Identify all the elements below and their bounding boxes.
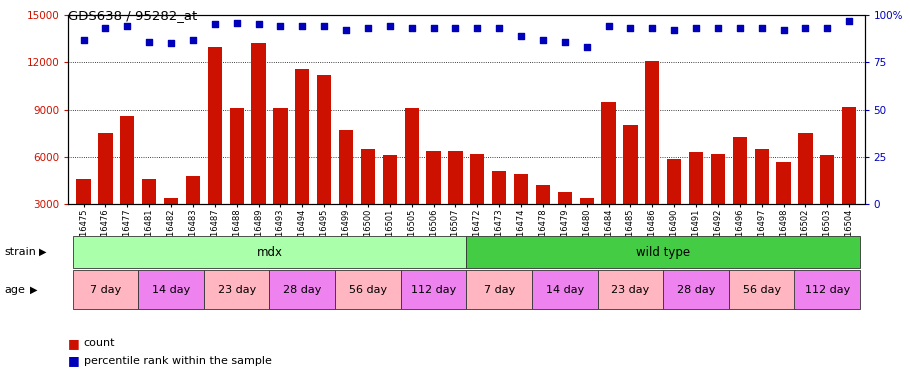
Bar — [820, 156, 834, 252]
Text: ▶: ▶ — [30, 285, 37, 295]
Bar — [711, 154, 725, 252]
Point — [645, 25, 660, 31]
Text: 28 day: 28 day — [283, 285, 321, 295]
Bar — [229, 108, 244, 252]
Point — [382, 23, 397, 29]
Bar — [361, 149, 375, 252]
Bar — [689, 152, 703, 252]
Text: 112 day: 112 day — [411, 285, 456, 295]
Bar — [798, 134, 813, 252]
Text: GDS638 / 95282_at: GDS638 / 95282_at — [68, 9, 197, 22]
Point — [733, 25, 747, 31]
Bar — [776, 162, 791, 252]
Point — [229, 20, 244, 26]
Text: count: count — [84, 338, 116, 348]
Point — [558, 39, 572, 45]
Point — [820, 25, 834, 31]
Bar — [449, 151, 462, 252]
Point — [514, 33, 529, 39]
Point — [536, 37, 551, 43]
Bar — [645, 61, 660, 252]
Point — [360, 25, 375, 31]
Point — [404, 25, 419, 31]
Bar — [142, 179, 157, 252]
Point — [98, 25, 113, 31]
Point — [623, 25, 638, 31]
Bar — [164, 198, 178, 252]
Bar — [667, 159, 682, 252]
Point — [142, 39, 157, 45]
Point — [580, 44, 594, 50]
Point — [295, 23, 309, 29]
Point — [754, 25, 769, 31]
Bar — [427, 151, 440, 252]
Bar — [536, 186, 550, 252]
Point — [448, 25, 462, 31]
Point — [689, 25, 703, 31]
Point — [186, 37, 200, 43]
Point — [426, 25, 440, 31]
Bar — [295, 69, 309, 252]
Bar — [273, 108, 288, 252]
Text: 28 day: 28 day — [677, 285, 715, 295]
Point — [317, 23, 331, 29]
Bar — [120, 116, 135, 252]
Bar — [186, 176, 200, 252]
Bar — [623, 126, 638, 252]
Bar — [76, 179, 91, 252]
Text: 112 day: 112 day — [804, 285, 850, 295]
Text: percentile rank within the sample: percentile rank within the sample — [84, 356, 271, 366]
Bar — [405, 108, 419, 252]
Bar — [514, 174, 528, 252]
Text: 14 day: 14 day — [152, 285, 190, 295]
Bar — [98, 134, 113, 252]
Point — [492, 25, 507, 31]
Point — [776, 27, 791, 33]
Text: ▶: ▶ — [39, 247, 46, 257]
Text: ■: ■ — [68, 354, 80, 367]
Point — [711, 25, 725, 31]
Bar — [842, 106, 856, 252]
Bar — [580, 198, 594, 252]
Bar — [733, 136, 747, 252]
Point — [470, 25, 485, 31]
Point — [339, 27, 353, 33]
Bar — [470, 154, 484, 252]
Bar — [558, 192, 571, 252]
Point — [602, 23, 616, 29]
Text: 56 day: 56 day — [349, 285, 387, 295]
Point — [251, 21, 266, 27]
Text: 23 day: 23 day — [612, 285, 650, 295]
Text: age: age — [5, 285, 25, 295]
Text: 23 day: 23 day — [217, 285, 256, 295]
Text: 14 day: 14 day — [546, 285, 584, 295]
Text: ■: ■ — [68, 337, 80, 350]
Point — [207, 21, 222, 27]
Text: strain: strain — [5, 247, 36, 257]
Text: mdx: mdx — [257, 246, 282, 259]
Bar — [317, 75, 331, 252]
Point — [667, 27, 682, 33]
Point — [164, 40, 178, 46]
Point — [120, 23, 135, 29]
Bar — [251, 44, 266, 252]
Point — [76, 37, 91, 43]
Text: 56 day: 56 day — [743, 285, 781, 295]
Bar — [339, 130, 353, 252]
Text: 7 day: 7 day — [483, 285, 515, 295]
Text: 7 day: 7 day — [90, 285, 121, 295]
Point — [798, 25, 813, 31]
Bar — [602, 102, 616, 252]
Point — [842, 18, 856, 24]
Point — [273, 23, 288, 29]
Bar — [492, 171, 506, 252]
Bar — [207, 46, 222, 252]
Text: wild type: wild type — [636, 246, 691, 259]
Bar — [754, 149, 769, 252]
Bar — [383, 156, 397, 252]
